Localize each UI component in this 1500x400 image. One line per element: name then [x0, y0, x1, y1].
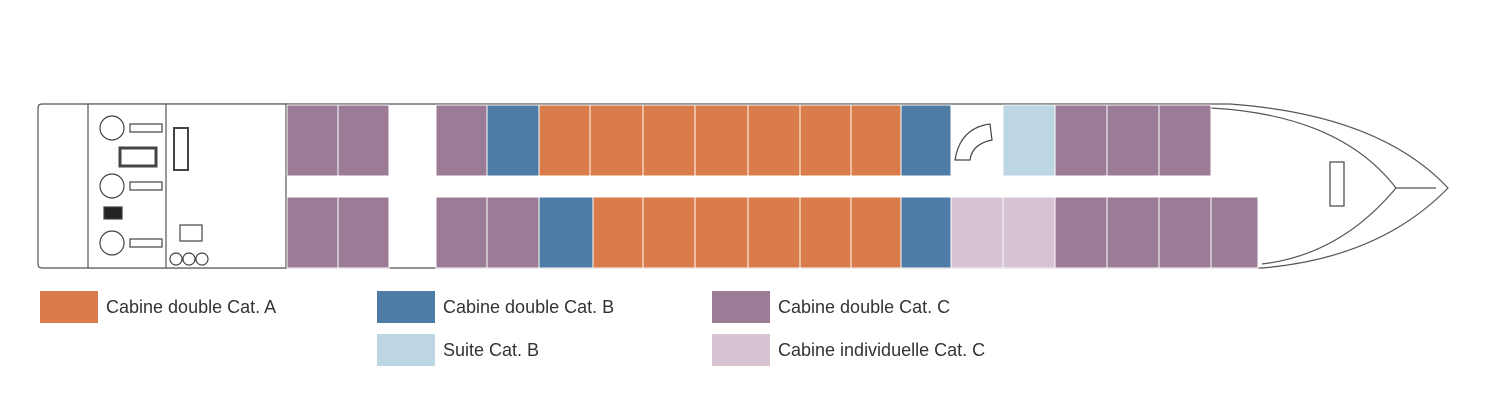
- cabin: [435, 196, 488, 269]
- cabin: [747, 196, 801, 269]
- propeller: [99, 230, 125, 256]
- cabin: [900, 104, 952, 177]
- cabin: [286, 104, 339, 177]
- cabin: [1210, 196, 1259, 269]
- propeller: [99, 173, 125, 199]
- legend-swatch: [712, 291, 770, 323]
- cabin: [1002, 196, 1056, 269]
- cabin: [1106, 104, 1160, 177]
- cabin: [850, 104, 902, 177]
- legend-swatch: [377, 291, 435, 323]
- cabin: [486, 196, 540, 269]
- staircase: [954, 123, 993, 161]
- cabin: [850, 196, 902, 269]
- cabin: [1002, 104, 1056, 177]
- cabins: [286, 104, 1259, 269]
- engine-details: [99, 115, 1345, 266]
- cabin: [799, 104, 852, 177]
- cabin: [694, 196, 749, 269]
- cabin: [1158, 196, 1212, 269]
- legend: Cabine double Cat. A Cabine double Cat. B…: [40, 291, 985, 366]
- legend-label: Cabine double Cat. A: [106, 297, 276, 317]
- tank: [118, 146, 158, 168]
- legend-swatch: [40, 291, 98, 323]
- hull-inner: [1210, 107, 1397, 265]
- cabin: [1054, 104, 1108, 177]
- cabin: [900, 196, 952, 269]
- cabin: [1158, 104, 1212, 177]
- cabin: [538, 104, 591, 177]
- legend-label: Cabine double Cat. B: [443, 297, 614, 317]
- cabin: [435, 104, 488, 177]
- tank-round: [195, 252, 209, 266]
- cabin: [1106, 196, 1160, 269]
- cabin: [337, 196, 390, 269]
- shaft: [129, 123, 163, 133]
- bow-stair: [1329, 161, 1345, 207]
- cabin: [694, 104, 749, 177]
- cabin: [1054, 196, 1108, 269]
- shaft: [129, 238, 163, 248]
- propeller: [99, 115, 125, 141]
- cabin: [486, 104, 540, 177]
- cabin: [592, 196, 644, 269]
- cabin: [747, 104, 801, 177]
- box: [179, 224, 203, 242]
- cabin: [286, 196, 339, 269]
- cabin: [799, 196, 852, 269]
- cabin: [589, 104, 644, 177]
- tank-round: [182, 252, 196, 266]
- cabin: [642, 104, 696, 177]
- shaft: [129, 181, 163, 191]
- legend-label: Cabine individuelle Cat. C: [778, 340, 985, 360]
- tank: [173, 127, 189, 171]
- legend-label: Cabine double Cat. C: [778, 297, 950, 317]
- legend-label: Suite Cat. B: [443, 340, 539, 360]
- legend-swatch: [377, 334, 435, 366]
- tank-round: [169, 252, 183, 266]
- cabin: [642, 196, 696, 269]
- cabin: [538, 196, 594, 269]
- legend-swatch: [712, 334, 770, 366]
- corridor: [287, 176, 1211, 197]
- cabin: [950, 196, 1004, 269]
- cabin: [337, 104, 390, 177]
- block: [103, 206, 123, 220]
